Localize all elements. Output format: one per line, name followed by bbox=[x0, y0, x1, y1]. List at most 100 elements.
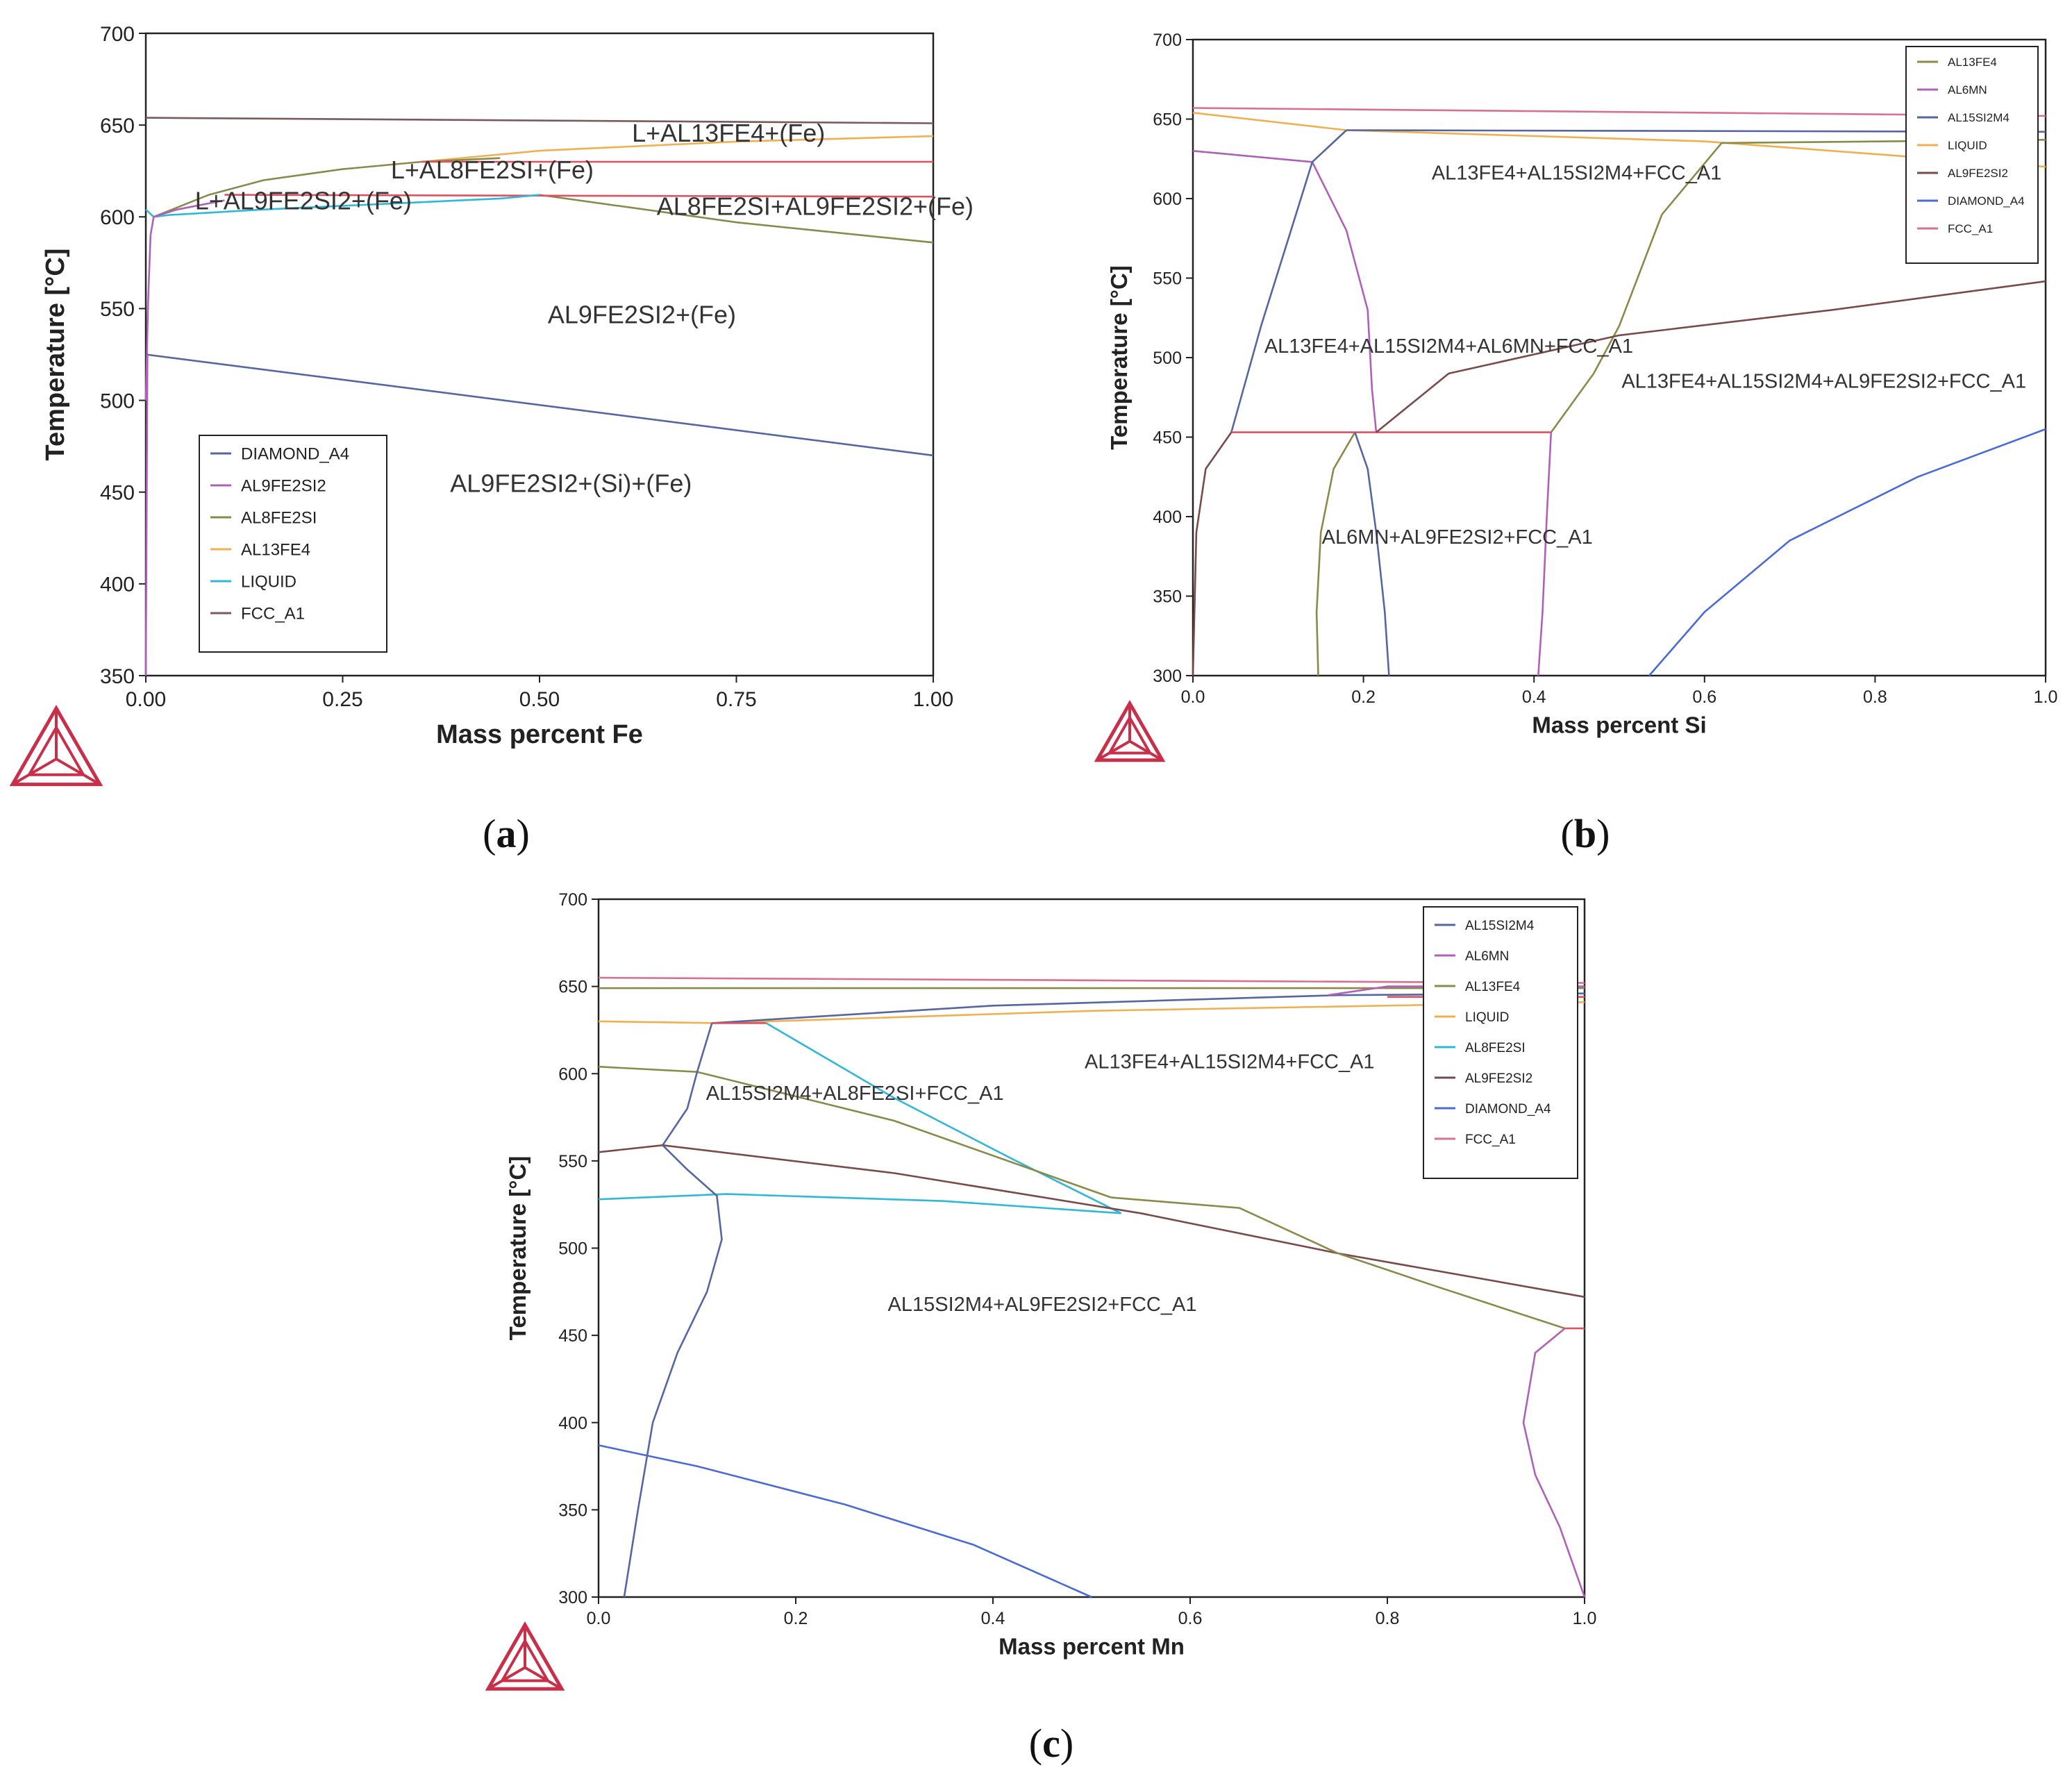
legend-entry-label: AL9FE2SI2 bbox=[241, 477, 326, 496]
series-line-diamond-a4 bbox=[1648, 428, 2046, 676]
series-line-liquid bbox=[598, 1001, 1585, 1024]
legend-entry-label: AL13FE4 bbox=[1465, 980, 1521, 994]
series-line-al6mn bbox=[1192, 150, 1313, 163]
logo-outer-triangle bbox=[485, 1621, 565, 1691]
series-line-al8fe2si bbox=[598, 1193, 1121, 1214]
legend-entry-label: FCC_A1 bbox=[1948, 222, 1993, 235]
series-line-al13fe4 bbox=[1550, 142, 1723, 433]
y-tick-label: 500 bbox=[558, 1239, 587, 1259]
logo-spoke bbox=[55, 758, 101, 786]
x-axis-label: Mass percent Si bbox=[1532, 712, 1706, 738]
series-line-al15si2m4 bbox=[623, 1144, 723, 1598]
series-line-diamond-a4 bbox=[145, 353, 934, 457]
series-line-al6mn bbox=[1522, 1328, 1586, 1598]
legend-entry-label: AL6MN bbox=[1948, 83, 1987, 97]
legend-entry-label: AL8FE2SI bbox=[241, 509, 317, 528]
legend-entry-label: DIAMOND_A4 bbox=[241, 445, 349, 464]
logo-spoke bbox=[1096, 740, 1131, 762]
y-tick-label: 550 bbox=[558, 1152, 587, 1171]
y-tick-label: 650 bbox=[100, 115, 135, 137]
legend: DIAMOND_A4 AL9FE2SI2 AL8FE2SI AL13FE4 LIQUID… bbox=[199, 435, 387, 653]
series-line-al8fe2si bbox=[765, 1022, 1122, 1214]
panel-caption: (b) bbox=[1561, 811, 1610, 856]
series-line-fcc-a1 bbox=[1192, 107, 2046, 117]
phase-region-label: L+AL9FE2SI2+(Fe) bbox=[195, 187, 412, 215]
series-line-invariant bbox=[224, 194, 934, 198]
series-line-al13fe4 bbox=[421, 135, 934, 163]
phase-region-label: AL15SI2M4+AL9FE2SI2+FCC_A1 bbox=[888, 1294, 1197, 1316]
legend-entry-label: DIAMOND_A4 bbox=[1948, 194, 2025, 208]
phase-region-label: AL13FE4+AL15SI2M4+FCC_A1 bbox=[1432, 162, 1722, 185]
series-line-al8fe2si bbox=[539, 194, 934, 244]
plot-area-frame bbox=[1192, 38, 2047, 677]
y-tick-label: 300 bbox=[1153, 667, 1182, 686]
y-axis-label: Temperature [°C] bbox=[41, 249, 70, 461]
legend-entry-label: AL15SI2M4 bbox=[1948, 111, 2010, 124]
logo-inner-triangle bbox=[1107, 715, 1153, 755]
x-tick-label: 0.0 bbox=[587, 1609, 611, 1628]
legend-entry-label: AL9FE2SI2 bbox=[1465, 1071, 1532, 1086]
plot-area-frame bbox=[597, 898, 1586, 1598]
phase-region-label: AL9FE2SI2+(Fe) bbox=[548, 301, 736, 329]
chart-panel-c: 0.0 0.2 0.4 0.6 0.8 1.0 300 350 400 450 500 550 600 6… bbox=[485, 890, 1596, 1766]
phase-region-label: L+AL13FE4+(Fe) bbox=[632, 119, 825, 147]
x-tick-label: 0.25 bbox=[322, 688, 362, 711]
logo-inner-triangle bbox=[26, 724, 86, 776]
legend-entry-label: LIQUID bbox=[241, 573, 296, 592]
legend-box bbox=[1423, 906, 1578, 1179]
y-tick-label: 600 bbox=[100, 206, 135, 229]
x-tick-label: 0.0 bbox=[1181, 687, 1205, 707]
y-tick-label: 450 bbox=[558, 1326, 587, 1346]
y-tick-label: 450 bbox=[100, 482, 135, 505]
logo-spoke bbox=[524, 1666, 563, 1690]
y-tick-label: 350 bbox=[100, 665, 135, 688]
y-tick-label: 400 bbox=[1153, 508, 1182, 527]
legend-entry-label: AL13FE4 bbox=[1948, 56, 1997, 69]
chart-panel-b: 0.0 0.2 0.4 0.6 0.8 1.0 300 350 400 450 500 550 600 6… bbox=[1094, 31, 2057, 856]
legend: AL13FE4 AL6MN AL15SI2M4 LIQUID AL9FE2SI2 DIAM… bbox=[1905, 46, 2039, 264]
software-logo-icon bbox=[485, 1621, 565, 1691]
series-line-al15si2m4 bbox=[662, 1023, 713, 1146]
logo-spoke bbox=[11, 758, 58, 786]
series-line-al13fe4 bbox=[598, 1065, 1112, 1198]
y-tick-label: 400 bbox=[100, 574, 135, 596]
series-line-al15si2m4 bbox=[1354, 432, 1390, 676]
y-tick-label: 600 bbox=[558, 1064, 587, 1084]
x-tick-label: 1.00 bbox=[913, 688, 953, 711]
x-tick-label: 0.2 bbox=[784, 1609, 808, 1628]
series-line-al9fe2si2 bbox=[1192, 431, 1233, 676]
y-tick-label: 700 bbox=[558, 890, 587, 910]
phase-region-label: AL13FE4+AL15SI2M4+FCC_A1 bbox=[1085, 1051, 1375, 1073]
panel-caption: (c) bbox=[1029, 1721, 1073, 1766]
y-tick-label: 400 bbox=[558, 1414, 587, 1433]
phase-region-label: AL6MN+AL9FE2SI2+FCC_A1 bbox=[1322, 526, 1593, 549]
x-axis-label: Mass percent Fe bbox=[436, 720, 643, 749]
logo-inner-triangle bbox=[499, 1638, 551, 1682]
x-tick-label: 0.50 bbox=[519, 688, 560, 711]
x-tick-label: 0.2 bbox=[1351, 687, 1376, 707]
y-tick-label: 650 bbox=[1153, 110, 1182, 130]
legend-entry-label: FCC_A1 bbox=[1465, 1133, 1516, 1147]
series-line-al9fe2si2 bbox=[144, 354, 149, 676]
series-line-al6mn bbox=[1537, 432, 1553, 676]
x-tick-label: 0.8 bbox=[1863, 687, 1887, 707]
logo-outer-triangle bbox=[9, 704, 103, 787]
y-tick-label: 450 bbox=[1153, 428, 1182, 448]
y-tick-label: 550 bbox=[100, 298, 135, 321]
legend: AL15SI2M4 AL6MN AL13FE4 LIQUID AL8FE2SI AL9FE… bbox=[1423, 906, 1578, 1179]
y-axis-label: Temperature [°C] bbox=[1106, 265, 1132, 450]
series-line-al9fe2si2 bbox=[1376, 280, 2046, 433]
series-line-al9fe2si2 bbox=[144, 199, 225, 401]
x-tick-label: 0.6 bbox=[1178, 1609, 1203, 1628]
y-tick-label: 700 bbox=[1153, 31, 1182, 50]
y-axis-label: Temperature [°C] bbox=[505, 1156, 530, 1341]
series-line-al15si2m4 bbox=[1230, 129, 1347, 433]
chart-panel-a: 0.00 0.25 0.50 0.75 1.00 350 400 450 500 550 600 65… bbox=[9, 23, 974, 856]
x-tick-label: 0.00 bbox=[126, 688, 166, 711]
legend-box bbox=[199, 435, 387, 653]
series-line-fcc-a1 bbox=[598, 976, 1585, 984]
series-line-al6mn bbox=[1311, 161, 1378, 433]
software-logo-icon bbox=[9, 704, 103, 787]
y-tick-label: 300 bbox=[558, 1588, 587, 1607]
software-logo-icon bbox=[1094, 699, 1166, 762]
